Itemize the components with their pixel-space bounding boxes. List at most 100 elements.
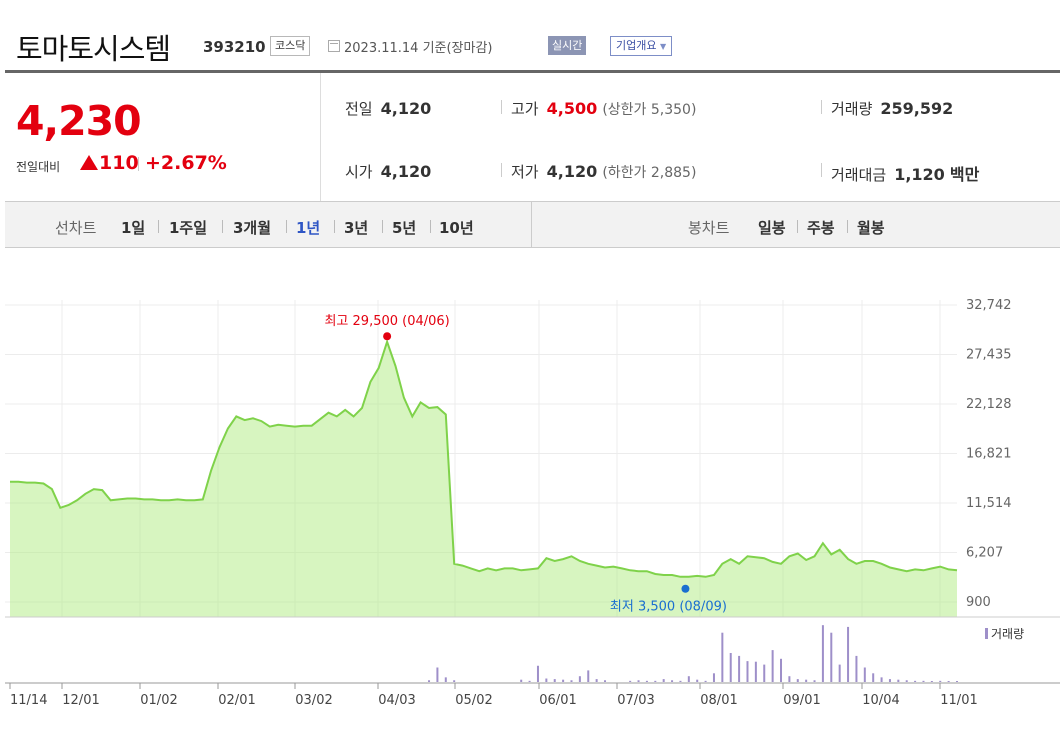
- price-area: [10, 341, 957, 617]
- tab-1y[interactable]: 1년: [296, 219, 321, 237]
- y-tick-label: 900: [966, 595, 991, 610]
- volume-bar: [738, 655, 741, 682]
- tab-10y[interactable]: 10년: [439, 219, 474, 237]
- tab-5y[interactable]: 5년: [392, 219, 417, 237]
- volume-bar: [528, 680, 531, 682]
- candle-chart-label: 봉차트: [688, 219, 730, 237]
- volume-legend: 거래량: [991, 627, 1024, 641]
- tab-3y[interactable]: 3년: [344, 219, 369, 237]
- base-date: 2023.11.14 기준(장마감): [344, 41, 493, 56]
- tab-monthly[interactable]: 월봉: [857, 219, 885, 237]
- price-line: [10, 338, 958, 578]
- open-price: 시가 4,120: [345, 162, 432, 181]
- low-label: 최저 3,500 (08/09): [610, 600, 727, 615]
- stock-header: 토마토시스템 393210 코스닥 2023.11.14 기준(장마감) 실시간…: [0, 0, 1060, 70]
- y-axis: 32,742 27,435 22,128 16,821 11,514 6,207 900: [966, 298, 1012, 610]
- volume-bar: [763, 664, 766, 682]
- high-price: 고가 4,500 (상한가 5,350): [511, 99, 697, 118]
- y-tick-label: 16,821: [966, 447, 1012, 462]
- x-axis: 11/14 12/01 01/02 02/01 03/02 04/03 05/02 06/01…: [9, 683, 978, 708]
- quote-divider: [501, 163, 502, 177]
- x-tick-label: 12/01: [62, 693, 99, 708]
- volume-bar: [888, 679, 891, 682]
- volume-bar: [821, 625, 824, 682]
- tab-1d[interactable]: 1일: [121, 219, 146, 237]
- high-label: 최고 29,500 (04/06): [324, 314, 449, 329]
- volume-bar: [712, 673, 715, 682]
- tab-divider: [222, 220, 223, 233]
- volume-bar: [687, 676, 690, 682]
- volume-bar: [428, 680, 431, 682]
- volume-bar: [847, 626, 850, 682]
- change-value-wrap: 110: [80, 152, 139, 174]
- y-tick-label: 27,435: [966, 348, 1012, 363]
- y-tick-label: 6,207: [966, 546, 1003, 561]
- volume-bars: [428, 625, 958, 682]
- x-tick-label: 06/01: [539, 693, 576, 708]
- volume-bar: [520, 679, 523, 682]
- calendar-icon: [328, 40, 340, 52]
- volume-bar: [604, 680, 607, 682]
- chevron-down-icon: ▼: [659, 42, 667, 51]
- up-triangle-icon: [80, 155, 98, 170]
- x-tick-label: 01/02: [140, 693, 177, 708]
- y-tick-label: 11,514: [966, 496, 1012, 511]
- tab-divider: [797, 220, 798, 233]
- prev-close: 전일 4,120: [345, 99, 432, 118]
- change-value: 110: [99, 152, 139, 174]
- volume-bar: [956, 681, 958, 682]
- volume-bar: [796, 679, 799, 682]
- tab-divider: [430, 220, 431, 233]
- x-tick-label: 09/01: [783, 693, 820, 708]
- tab-1w[interactable]: 1주일: [169, 219, 208, 237]
- x-tick-label: 11/01: [940, 693, 977, 708]
- realtime-button[interactable]: 실시간: [548, 36, 587, 55]
- quote-panel: 4,230 전일대비 110 +2.67% 전일 4,120 고가 4,500 (상…: [5, 73, 1060, 201]
- low-price: 저가 4,120 (하한가 2,885): [511, 162, 697, 181]
- change-percent: +2.67%: [145, 152, 227, 174]
- tab-divider: [847, 220, 848, 233]
- volume-bar: [947, 681, 950, 682]
- volume-bar: [595, 679, 598, 682]
- tab-daily[interactable]: 일봉: [758, 219, 786, 237]
- volume-bar: [553, 679, 556, 682]
- x-tick-label: 08/01: [700, 693, 737, 708]
- volume-bar: [704, 680, 707, 682]
- volume-bar: [696, 679, 699, 682]
- volume-bar: [578, 676, 581, 682]
- high-marker: [383, 332, 392, 341]
- volume-bar: [838, 664, 841, 682]
- volume-bar: [863, 667, 866, 682]
- quote-divider: [821, 163, 822, 177]
- volume-bar: [637, 680, 640, 682]
- tab-divider: [334, 220, 335, 233]
- change-label: 전일대비: [16, 160, 61, 174]
- volume-bar: [897, 679, 900, 682]
- volume-bar: [788, 676, 791, 682]
- volume-bar: [436, 667, 439, 682]
- volume-bar: [780, 658, 783, 682]
- company-overview-button[interactable]: 기업개요 ▼: [610, 36, 673, 56]
- tab-weekly[interactable]: 주봉: [807, 219, 835, 237]
- x-tick-label: 05/02: [455, 693, 492, 708]
- price-chart[interactable]: 최고 29,500 (04/06) 최저 3,500 (08/09) 32,74…: [0, 248, 1060, 735]
- tabs-divider: [531, 202, 532, 247]
- turnover: 거래대금 1,120 백만: [831, 165, 980, 184]
- x-tick-label: 04/03: [378, 693, 415, 708]
- volume: 거래량 259,592: [831, 99, 954, 118]
- volume-bar: [922, 680, 925, 682]
- volume-bar: [570, 680, 573, 682]
- tab-divider: [158, 220, 159, 233]
- x-tick-label: 02/01: [218, 693, 255, 708]
- tab-3m[interactable]: 3개월: [233, 219, 272, 237]
- volume-bar: [671, 680, 674, 682]
- stock-name: 토마토시스템: [16, 32, 171, 66]
- current-price: 4,230: [16, 97, 142, 145]
- price-box: 4,230 전일대비 110 +2.67%: [5, 73, 321, 201]
- tab-divider: [286, 220, 287, 233]
- volume-bar: [930, 681, 933, 682]
- low-marker: [681, 584, 690, 593]
- x-tick-label: 07/03: [617, 693, 654, 708]
- tab-divider: [382, 220, 383, 233]
- volume-bar: [939, 680, 942, 682]
